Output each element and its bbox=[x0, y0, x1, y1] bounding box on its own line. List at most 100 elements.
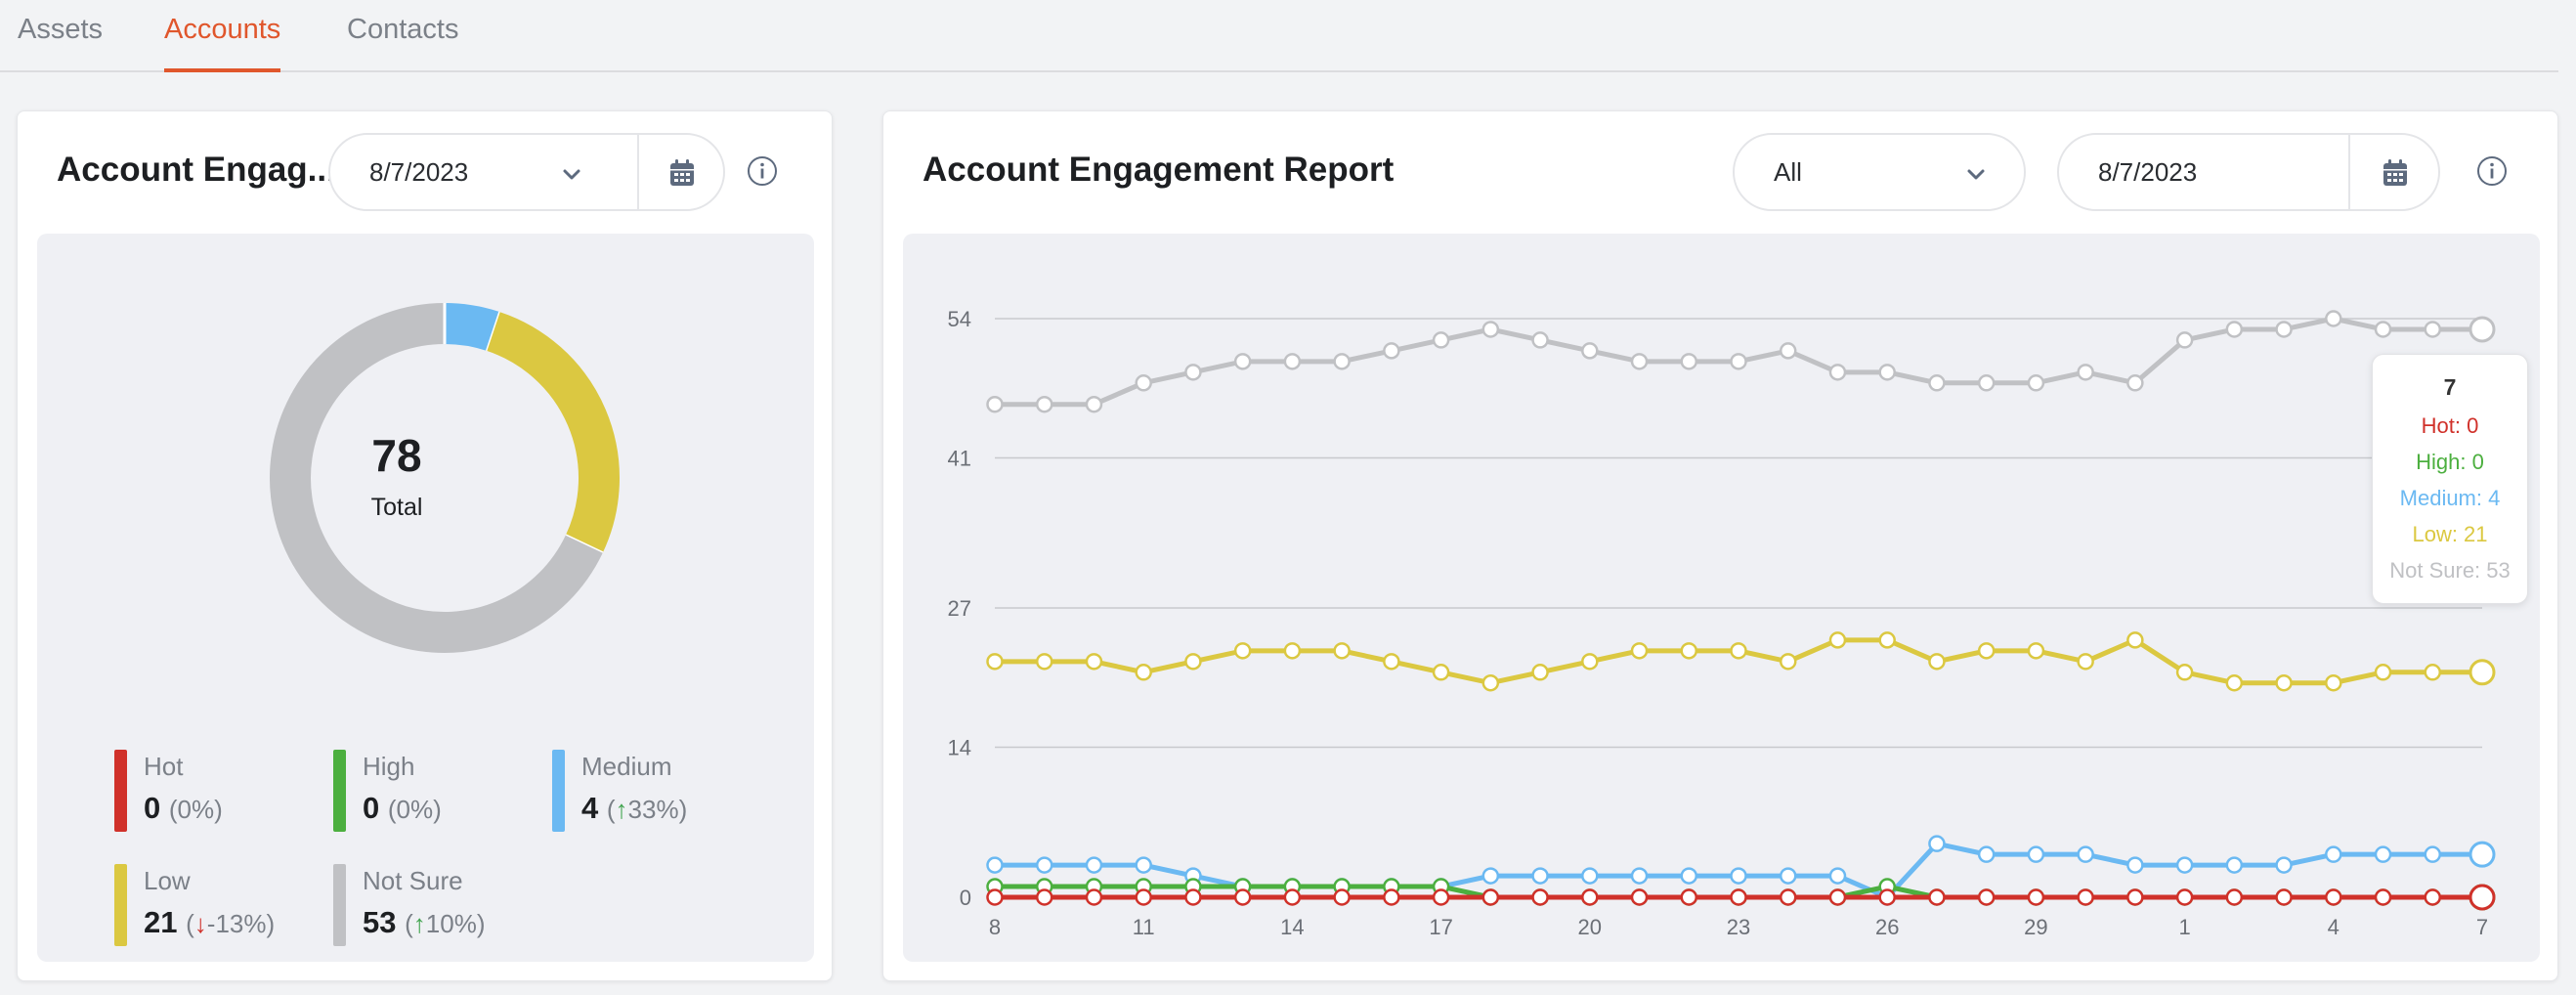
data-point-hot[interactable] bbox=[2175, 888, 2194, 906]
data-point-medium[interactable] bbox=[1531, 867, 1549, 885]
data-point-medium[interactable] bbox=[1928, 835, 1946, 852]
data-point-low[interactable] bbox=[2275, 673, 2293, 692]
data-point-not-sure[interactable] bbox=[2027, 374, 2045, 392]
chevron-down-icon[interactable] bbox=[561, 163, 582, 185]
date-picker[interactable]: 8/7/2023 bbox=[328, 133, 725, 211]
data-point-not-sure[interactable] bbox=[2077, 364, 2094, 381]
data-point-hot[interactable] bbox=[1581, 888, 1599, 906]
data-point-medium[interactable] bbox=[1035, 856, 1053, 874]
data-point-medium[interactable] bbox=[2374, 845, 2392, 863]
data-point-not-sure[interactable] bbox=[1283, 353, 1302, 370]
data-point-not-sure[interactable] bbox=[1630, 353, 1649, 370]
data-point-medium[interactable] bbox=[2469, 841, 2496, 868]
data-point-medium[interactable] bbox=[2126, 856, 2144, 874]
data-point-low[interactable] bbox=[1680, 642, 1698, 660]
data-point-medium[interactable] bbox=[2424, 845, 2442, 863]
data-point-medium[interactable] bbox=[1828, 867, 1847, 885]
data-point-not-sure[interactable] bbox=[1085, 395, 1103, 413]
data-point-not-sure[interactable] bbox=[986, 395, 1004, 413]
data-point-low[interactable] bbox=[2374, 664, 2392, 681]
data-point-hot[interactable] bbox=[2077, 888, 2094, 906]
data-point-medium[interactable] bbox=[2225, 856, 2244, 874]
data-point-low[interactable] bbox=[1085, 653, 1103, 671]
donut-slice-medium[interactable] bbox=[444, 303, 500, 352]
data-point-hot[interactable] bbox=[2469, 884, 2496, 911]
data-point-low[interactable] bbox=[2077, 653, 2094, 671]
data-point-hot[interactable] bbox=[2424, 888, 2442, 906]
data-point-low[interactable] bbox=[1779, 653, 1797, 671]
data-point-low[interactable] bbox=[1730, 642, 1747, 660]
data-point-hot[interactable] bbox=[1977, 888, 1996, 906]
data-point-hot[interactable] bbox=[2126, 888, 2144, 906]
data-point-low[interactable] bbox=[1531, 664, 1549, 681]
calendar-icon[interactable] bbox=[2382, 158, 2409, 188]
data-point-not-sure[interactable] bbox=[2175, 331, 2194, 349]
calendar-icon[interactable] bbox=[668, 158, 696, 188]
data-point-medium[interactable] bbox=[1779, 867, 1797, 885]
data-point-not-sure[interactable] bbox=[2424, 321, 2442, 338]
info-icon[interactable] bbox=[2476, 155, 2508, 187]
data-point-low[interactable] bbox=[1630, 642, 1649, 660]
data-point-medium[interactable] bbox=[986, 856, 1004, 874]
data-point-not-sure[interactable] bbox=[1035, 395, 1053, 413]
data-point-not-sure[interactable] bbox=[1581, 342, 1599, 360]
data-point-low[interactable] bbox=[1135, 664, 1152, 681]
data-point-low[interactable] bbox=[1878, 631, 1896, 649]
data-point-medium[interactable] bbox=[1085, 856, 1103, 874]
data-point-hot[interactable] bbox=[2325, 888, 2342, 906]
data-point-hot[interactable] bbox=[986, 888, 1004, 906]
data-point-medium[interactable] bbox=[1581, 867, 1599, 885]
info-icon[interactable] bbox=[747, 155, 778, 187]
data-point-not-sure[interactable] bbox=[1680, 353, 1698, 370]
data-point-low[interactable] bbox=[2325, 673, 2342, 692]
data-point-hot[interactable] bbox=[1630, 888, 1649, 906]
data-point-not-sure[interactable] bbox=[1878, 364, 1896, 381]
data-point-medium[interactable] bbox=[1481, 867, 1500, 885]
data-point-medium[interactable] bbox=[1135, 856, 1152, 874]
data-point-hot[interactable] bbox=[1333, 888, 1351, 906]
data-point-hot[interactable] bbox=[1432, 888, 1450, 906]
data-point-medium[interactable] bbox=[1630, 867, 1649, 885]
data-point-low[interactable] bbox=[1432, 664, 1450, 681]
data-point-hot[interactable] bbox=[1085, 888, 1103, 906]
date-picker[interactable]: 8/7/2023 bbox=[2057, 133, 2440, 211]
data-point-not-sure[interactable] bbox=[1928, 374, 1946, 392]
tab-accounts[interactable]: Accounts bbox=[164, 14, 281, 72]
data-point-medium[interactable] bbox=[2077, 845, 2094, 863]
tab-contacts[interactable]: Contacts bbox=[347, 14, 459, 45]
data-point-low[interactable] bbox=[1977, 642, 1996, 660]
data-point-low[interactable] bbox=[2424, 664, 2442, 681]
data-point-hot[interactable] bbox=[1283, 888, 1302, 906]
data-point-not-sure[interactable] bbox=[1977, 374, 1996, 392]
data-point-not-sure[interactable] bbox=[1828, 364, 1847, 381]
data-point-hot[interactable] bbox=[1184, 888, 1202, 906]
data-point-not-sure[interactable] bbox=[2325, 310, 2342, 327]
data-point-low[interactable] bbox=[2469, 659, 2496, 686]
data-point-hot[interactable] bbox=[1383, 888, 1400, 906]
tab-assets[interactable]: Assets bbox=[18, 14, 104, 45]
data-point-medium[interactable] bbox=[1730, 867, 1747, 885]
data-point-low[interactable] bbox=[1184, 653, 1202, 671]
data-point-hot[interactable] bbox=[2374, 888, 2392, 906]
data-point-low[interactable] bbox=[986, 653, 1004, 671]
data-point-medium[interactable] bbox=[2027, 845, 2045, 863]
data-point-medium[interactable] bbox=[1680, 867, 1698, 885]
data-point-low[interactable] bbox=[1383, 653, 1400, 671]
donut-slice-not-sure[interactable] bbox=[270, 303, 603, 653]
data-point-hot[interactable] bbox=[1928, 888, 1946, 906]
data-point-not-sure[interactable] bbox=[1233, 353, 1252, 370]
data-point-low[interactable] bbox=[2225, 673, 2244, 692]
data-point-low[interactable] bbox=[2126, 631, 2144, 649]
data-point-hot[interactable] bbox=[1135, 888, 1152, 906]
data-point-low[interactable] bbox=[1828, 631, 1847, 649]
data-point-not-sure[interactable] bbox=[2469, 316, 2496, 343]
data-point-hot[interactable] bbox=[1481, 888, 1500, 906]
data-point-not-sure[interactable] bbox=[1135, 374, 1152, 392]
data-point-not-sure[interactable] bbox=[1383, 342, 1400, 360]
data-point-hot[interactable] bbox=[1531, 888, 1549, 906]
filter-dropdown[interactable]: All bbox=[1733, 133, 2026, 211]
data-point-not-sure[interactable] bbox=[1184, 364, 1202, 381]
data-point-hot[interactable] bbox=[1680, 888, 1698, 906]
data-point-low[interactable] bbox=[1481, 673, 1500, 692]
data-point-low[interactable] bbox=[1928, 653, 1946, 671]
